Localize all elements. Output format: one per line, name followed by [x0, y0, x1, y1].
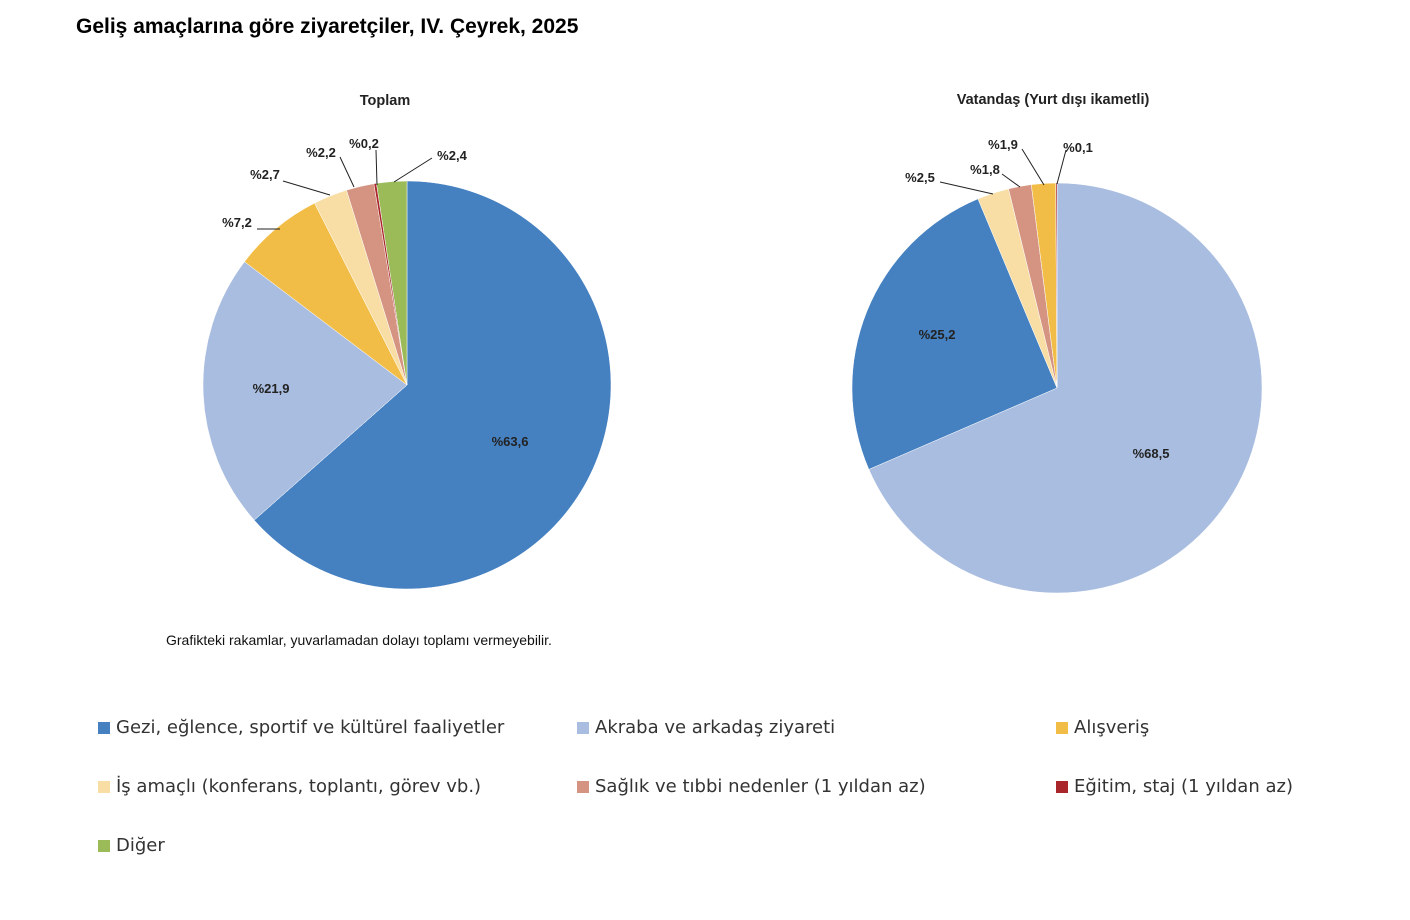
- legend-label: Diğer: [116, 835, 165, 856]
- pie-slice: [851, 198, 1058, 470]
- pie-slice: [202, 261, 408, 521]
- leader-line: [282, 180, 331, 196]
- data-label: %21,9: [253, 381, 290, 396]
- legend-label: Eğitim, staj (1 yıldan az): [1074, 776, 1293, 797]
- leader-line: [375, 149, 378, 186]
- legend-swatch: [577, 780, 589, 793]
- legend-item: Alışveriş: [1056, 717, 1149, 738]
- data-label: %0,1: [1063, 140, 1093, 155]
- data-label: %25,2: [919, 327, 956, 342]
- legend-swatch: [1056, 780, 1068, 793]
- legend-item: İş amaçlı (konferans, toplantı, görev vb…: [98, 776, 481, 797]
- footnote: Grafikteki rakamlar, yuvarlamadan dolayı…: [166, 632, 552, 648]
- leader-line: [339, 156, 355, 188]
- legend-label: Sağlık ve tıbbi nedenler (1 yıldan az): [595, 776, 926, 797]
- legend-label: Gezi, eğlence, sportif ve kültürel faali…: [116, 717, 505, 738]
- leader-line: [1056, 149, 1067, 185]
- data-label: %0,2: [349, 136, 379, 151]
- data-label: %63,6: [492, 434, 529, 449]
- legend-label: Alışveriş: [1074, 717, 1150, 738]
- leader-line: [1021, 148, 1045, 186]
- legend-swatch: [577, 721, 589, 734]
- legend-label: İş amaçlı (konferans, toplantı, görev vb…: [116, 776, 482, 797]
- page-title: Geliş amaçlarına göre ziyaretçiler, IV. …: [76, 15, 579, 38]
- data-label: %2,7: [250, 167, 280, 182]
- data-label: %1,9: [988, 137, 1018, 152]
- pie-slice: [376, 180, 408, 386]
- data-label: %7,2: [222, 215, 252, 230]
- data-label: %2,5: [905, 170, 935, 185]
- data-label: %1,8: [970, 162, 1000, 177]
- data-label: %2,2: [306, 145, 336, 160]
- legend-swatch: [98, 839, 110, 852]
- legend-item: Diğer: [98, 835, 165, 856]
- legend-label: Akraba ve arkadaş ziyareti: [595, 717, 836, 738]
- data-label: %68,5: [1133, 446, 1170, 461]
- legend-item: Akraba ve arkadaş ziyareti: [577, 717, 835, 738]
- leader-line: [939, 181, 994, 195]
- pie-title-toplam: Toplam: [360, 93, 410, 109]
- legend-item: Eğitim, staj (1 yıldan az): [1056, 776, 1293, 797]
- legend-swatch: [98, 780, 110, 793]
- data-label: %2,4: [437, 148, 467, 163]
- legend-item: Gezi, eğlence, sportif ve kültürel faali…: [98, 717, 504, 738]
- pie-title-vatandas: Vatandaş (Yurt dışı ikametli): [957, 92, 1150, 108]
- legend-swatch: [98, 721, 110, 734]
- legend-item: Sağlık ve tıbbi nedenler (1 yıldan az): [577, 776, 926, 797]
- legend-swatch: [1056, 721, 1068, 734]
- pie-slice: [868, 182, 1263, 594]
- leader-line: [1001, 173, 1021, 188]
- pie-slice: [253, 180, 612, 590]
- leader-line: [393, 157, 433, 183]
